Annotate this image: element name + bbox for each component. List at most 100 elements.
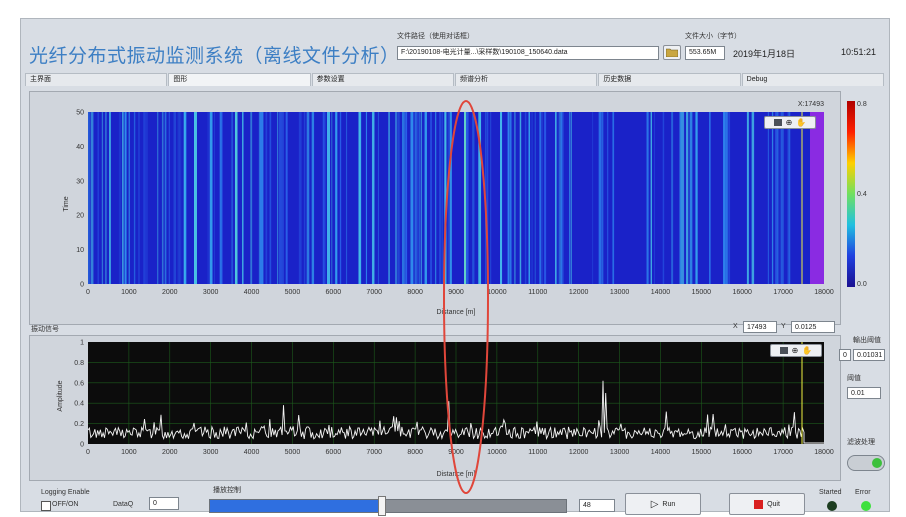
zoom-icon[interactable]: ⊕	[785, 118, 793, 127]
file-path-field[interactable]: F:\20190108-电光计量...\采样数\190108_150640.da…	[397, 46, 659, 60]
waterfall-stripe	[339, 112, 342, 284]
waterfall-stripe	[724, 112, 726, 284]
waterfall-stripe	[173, 112, 176, 284]
run-button[interactable]: ▷ Run	[625, 493, 701, 515]
threshold-field[interactable]: 0.01031	[853, 349, 885, 361]
waterfall-stripe	[146, 112, 148, 284]
waterfall-x-tick: 2000	[162, 289, 178, 296]
tab-history[interactable]: 历史数据	[598, 73, 741, 86]
waterfall-stripe	[725, 112, 728, 284]
waterfall-stripe	[689, 112, 693, 284]
waterfall-stripe	[335, 112, 338, 284]
waterfall-stripe	[138, 112, 140, 284]
waterfall-plot[interactable]: 0 10 20 30 40 50 0 1000 2000 3000 4000 5000 6000 700…	[30, 92, 842, 326]
cursor-x-field[interactable]: 17493	[743, 321, 777, 333]
waterfall-stripe	[303, 112, 306, 284]
waterfall-stripe	[507, 112, 509, 284]
tab-debug[interactable]: Debug	[741, 73, 884, 86]
waterfall-zoom-tools[interactable]: ⊕ ✋	[764, 116, 816, 129]
dataq-label: DataQ	[113, 501, 134, 508]
filter-label: 滤波处理	[847, 439, 875, 446]
waterfall-stripe	[90, 112, 94, 284]
waterfall-stripe	[558, 112, 560, 284]
browse-folder-button[interactable]	[663, 45, 681, 60]
waterfall-stripe	[679, 112, 682, 284]
signal-x-tick: 15000	[692, 449, 712, 456]
waterfall-stripe	[464, 112, 466, 284]
waterfall-stripe	[157, 112, 159, 284]
pan-hand-icon[interactable]: ✋	[796, 118, 807, 127]
waterfall-stripe	[327, 112, 330, 284]
waterfall-stripe	[281, 112, 284, 284]
signal-x-tick: 10000	[487, 449, 507, 456]
error-label: Error	[855, 489, 871, 496]
waterfall-x-tick: 0	[86, 289, 90, 296]
waterfall-stripe	[306, 112, 310, 284]
signal-x-tick: 4000	[244, 449, 260, 456]
waterfall-stripe	[439, 112, 441, 284]
offon-label: OFF/ON	[52, 501, 79, 508]
waterfall-stripe	[411, 112, 414, 284]
zoom-icon[interactable]: ⊕	[791, 346, 799, 355]
main-panel: 光纤分布式振动监测系统（离线文件分析） 文件路径（使用对话框） F:\20190…	[20, 18, 890, 516]
waterfall-stripe	[208, 112, 210, 284]
waterfall-y-axis-title: Time	[63, 196, 70, 211]
signal-section-label: 振动信号	[31, 326, 59, 333]
threshold-spin-field[interactable]: 0	[839, 349, 851, 361]
waterfall-stripe	[751, 112, 755, 284]
playback-slider-fill	[210, 500, 381, 512]
waterfall-stripe	[781, 112, 784, 284]
waterfall-stripe	[345, 112, 348, 284]
signal-x-tick: 18000	[814, 449, 834, 456]
signal-x-tick: 1000	[121, 449, 137, 456]
logging-checkbox[interactable]	[41, 501, 51, 511]
grid-tool-icon[interactable]	[773, 119, 782, 126]
waterfall-stripe	[209, 112, 213, 284]
waterfall-stripe	[775, 112, 777, 284]
cursor-y-field[interactable]: 0.0125	[791, 321, 835, 333]
waterfall-stripe	[177, 112, 180, 284]
waterfall-stripe	[444, 112, 447, 284]
signal-plot-frame: 0 0.2 0.4 0.6 0.8 1 0 1000 2000 3000 4000 5000 6000…	[29, 335, 841, 481]
waterfall-x-tick: 1000	[121, 289, 137, 296]
playback-slider-thumb[interactable]	[377, 496, 386, 516]
tab-parameters[interactable]: 参数设置	[311, 73, 454, 86]
signal-plot[interactable]: 0 0.2 0.4 0.6 0.8 1 0 1000 2000 3000 4000 5000 6000…	[30, 336, 842, 482]
signal-zoom-tools[interactable]: ⊕ ✋	[770, 344, 822, 357]
dataq-field[interactable]: 0	[149, 497, 179, 510]
signal-x-tick: 3000	[203, 449, 219, 456]
signal-x-tick: 5000	[285, 449, 301, 456]
signal-y-tick: 0	[80, 442, 84, 449]
waterfall-stripe	[410, 112, 413, 284]
waterfall-stripe	[143, 112, 146, 284]
waterfall-stripe	[681, 112, 685, 284]
signal-y-tick: 0.8	[74, 360, 84, 367]
waterfall-stripe	[97, 112, 99, 284]
tab-spectrum[interactable]: 频谱分析	[454, 73, 598, 86]
grid-tool-icon[interactable]	[779, 347, 788, 354]
waterfall-stripe	[371, 112, 375, 284]
waterfall-stripe	[490, 112, 492, 284]
tab-main[interactable]: 主界面	[25, 73, 168, 86]
signal-x-tick: 0	[86, 449, 90, 456]
step-field[interactable]: 0.01	[847, 387, 881, 399]
waterfall-stripe	[695, 112, 698, 284]
step-label: 阈值	[847, 375, 861, 382]
pan-hand-icon[interactable]: ✋	[802, 346, 813, 355]
filter-toggle[interactable]	[847, 455, 885, 471]
filter-toggle-knob	[872, 458, 882, 468]
waterfall-stripe	[540, 112, 542, 284]
colorbar-tick-mid: 0.4	[857, 191, 867, 198]
run-button-label: Run	[662, 500, 676, 508]
waterfall-x-tick: 6000	[326, 289, 342, 296]
tab-graph[interactable]: 图形	[168, 73, 311, 86]
signal-y-tick: 0.4	[74, 401, 84, 408]
waterfall-stripe	[403, 112, 404, 284]
playback-value-field[interactable]: 48	[579, 499, 615, 512]
waterfall-stripe	[414, 112, 417, 284]
quit-button[interactable]: Quit	[729, 493, 805, 515]
waterfall-stripe	[109, 112, 111, 284]
waterfall-stripe	[118, 112, 122, 284]
playback-slider-track[interactable]	[209, 496, 567, 516]
waterfall-stripe	[260, 112, 263, 284]
